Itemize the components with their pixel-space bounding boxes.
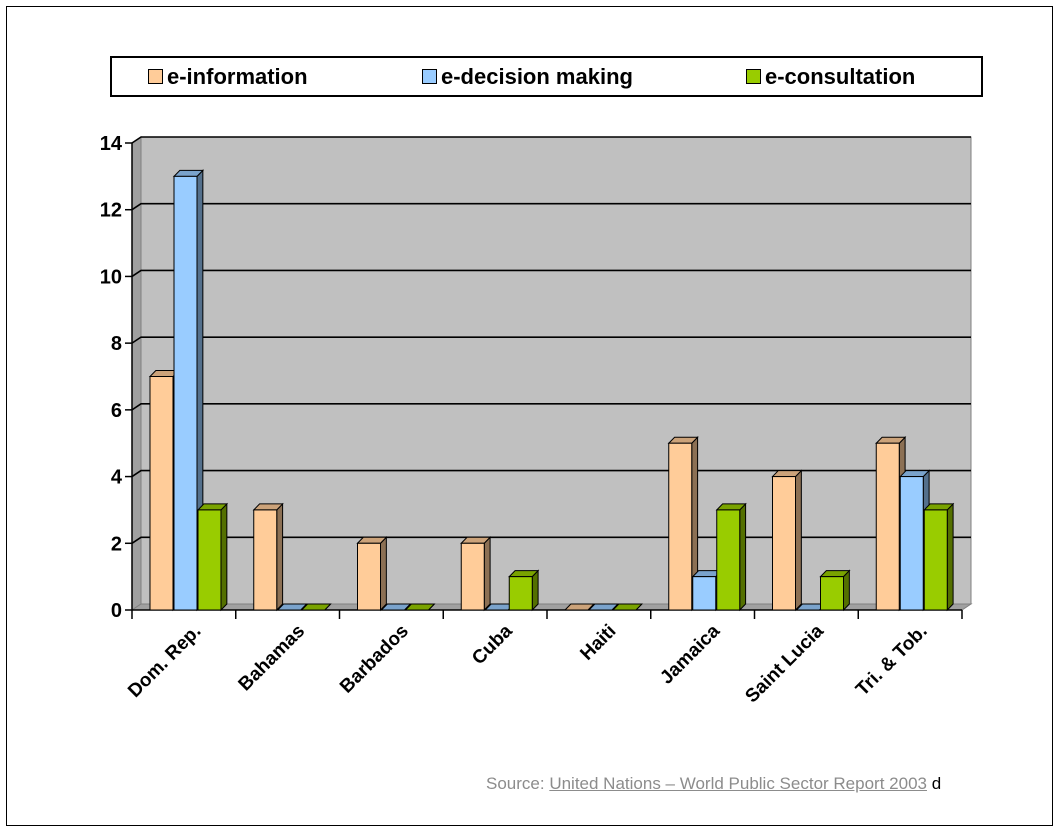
bar-top: [923, 503, 955, 511]
bar-top: [771, 470, 803, 478]
gridline: [131, 269, 971, 278]
bar-top: [196, 503, 229, 511]
y-tick-label: 8: [111, 333, 122, 355]
bar-side: [380, 536, 387, 612]
bar-e-consultation-dom-rep-: [197, 509, 222, 611]
gridline: [131, 403, 971, 411]
x-tick-label: Bahamas: [235, 621, 310, 696]
bar-top: [460, 536, 492, 544]
gridline: [131, 136, 971, 144]
bar-side: [795, 469, 802, 612]
legend-swatch-e-consultation: [746, 69, 761, 84]
x-tick-label: Jamaica: [656, 620, 724, 688]
source-note: Source: United Nations – World Public Se…: [486, 774, 941, 794]
bar-top: [356, 536, 388, 544]
bar-e-consultation-cuba: [508, 576, 533, 611]
bar-top: [563, 603, 596, 611]
bar-top: [300, 603, 332, 611]
bar-e-information-cuba: [460, 542, 485, 611]
bar-top: [380, 603, 412, 611]
y-tick-label: 0: [111, 600, 122, 622]
x-tick-label: Cuba: [468, 620, 517, 669]
bar-e-information-saint-lucia: [772, 476, 796, 611]
legend-swatch-e-information: [148, 69, 163, 84]
bar-e-consultation-tri-tob-: [923, 509, 948, 611]
bar-side: [946, 502, 954, 612]
bar-top: [715, 503, 747, 511]
bar-e-information-barbados: [357, 542, 381, 611]
x-tick-label: Tri. & Tob.: [852, 621, 932, 701]
bar-e-consultation-jamaica: [716, 509, 741, 611]
chart-plot: 0 2 4 6 8 10 12 14 Dom. Rep. Bahamas Barbados Cuba H…: [100, 133, 973, 707]
bar-top: [611, 603, 644, 611]
y-tick-label: 2: [111, 533, 122, 555]
bar-e-decision-making-jamaica: [692, 576, 717, 611]
gridline: [131, 336, 971, 344]
source-prefix: Source:: [486, 774, 550, 793]
bar-side: [843, 569, 850, 612]
x-tick-label: Dom. Rep.: [124, 621, 205, 702]
bar-top: [587, 603, 620, 611]
y-tick-label: 10: [100, 266, 122, 288]
legend-label: e-information: [167, 63, 308, 89]
source-link[interactable]: United Nations – World Public Sector Rep…: [549, 774, 927, 793]
bar-e-decision-making-dom-rep-: [173, 175, 198, 611]
y-tick-label: 14: [100, 133, 123, 155]
bar-e-information-dom-rep-: [149, 376, 174, 611]
bar-top: [667, 436, 699, 444]
bar-e-decision-making-tri-tob-: [899, 476, 924, 611]
bar-e-information-bahamas: [253, 509, 278, 611]
x-tick-label: Saint Lucia: [741, 620, 828, 707]
source-trail: d: [931, 774, 942, 793]
legend-item-e-decision-making: e-decision making: [422, 58, 633, 95]
bar-e-information-tri-tob-: [875, 442, 900, 611]
legend-label: e-decision making: [441, 63, 633, 89]
y-tick-label: 4: [111, 467, 123, 489]
gridline: [131, 202, 971, 211]
bar-top: [819, 570, 851, 578]
bar-top: [508, 570, 540, 578]
y-tick-label: 12: [100, 200, 122, 222]
y-tick-label: 6: [111, 400, 122, 422]
bar-side: [220, 502, 228, 612]
bar-side: [739, 502, 747, 612]
legend-item-e-information: e-information: [148, 58, 308, 95]
bar-e-consultation-saint-lucia: [820, 576, 844, 611]
bar-top: [276, 603, 308, 611]
bar-top: [252, 503, 284, 511]
bar-top: [875, 436, 907, 444]
bar-side: [531, 569, 539, 612]
bar-top: [899, 470, 931, 478]
bar-top: [172, 169, 205, 177]
legend-item-e-consultation: e-consultation: [746, 58, 915, 95]
x-tick-label: Haiti: [576, 621, 620, 665]
legend-label: e-consultation: [765, 63, 916, 89]
bar-e-information-jamaica: [668, 442, 693, 611]
bar-side: [483, 536, 491, 612]
bar-side: [276, 502, 284, 612]
x-tick-label: Barbados: [336, 621, 413, 698]
chart-legend: e-information e-decision making e-consul…: [110, 56, 983, 97]
bar-top: [404, 603, 436, 611]
legend-swatch-e-decision-making: [422, 69, 437, 84]
